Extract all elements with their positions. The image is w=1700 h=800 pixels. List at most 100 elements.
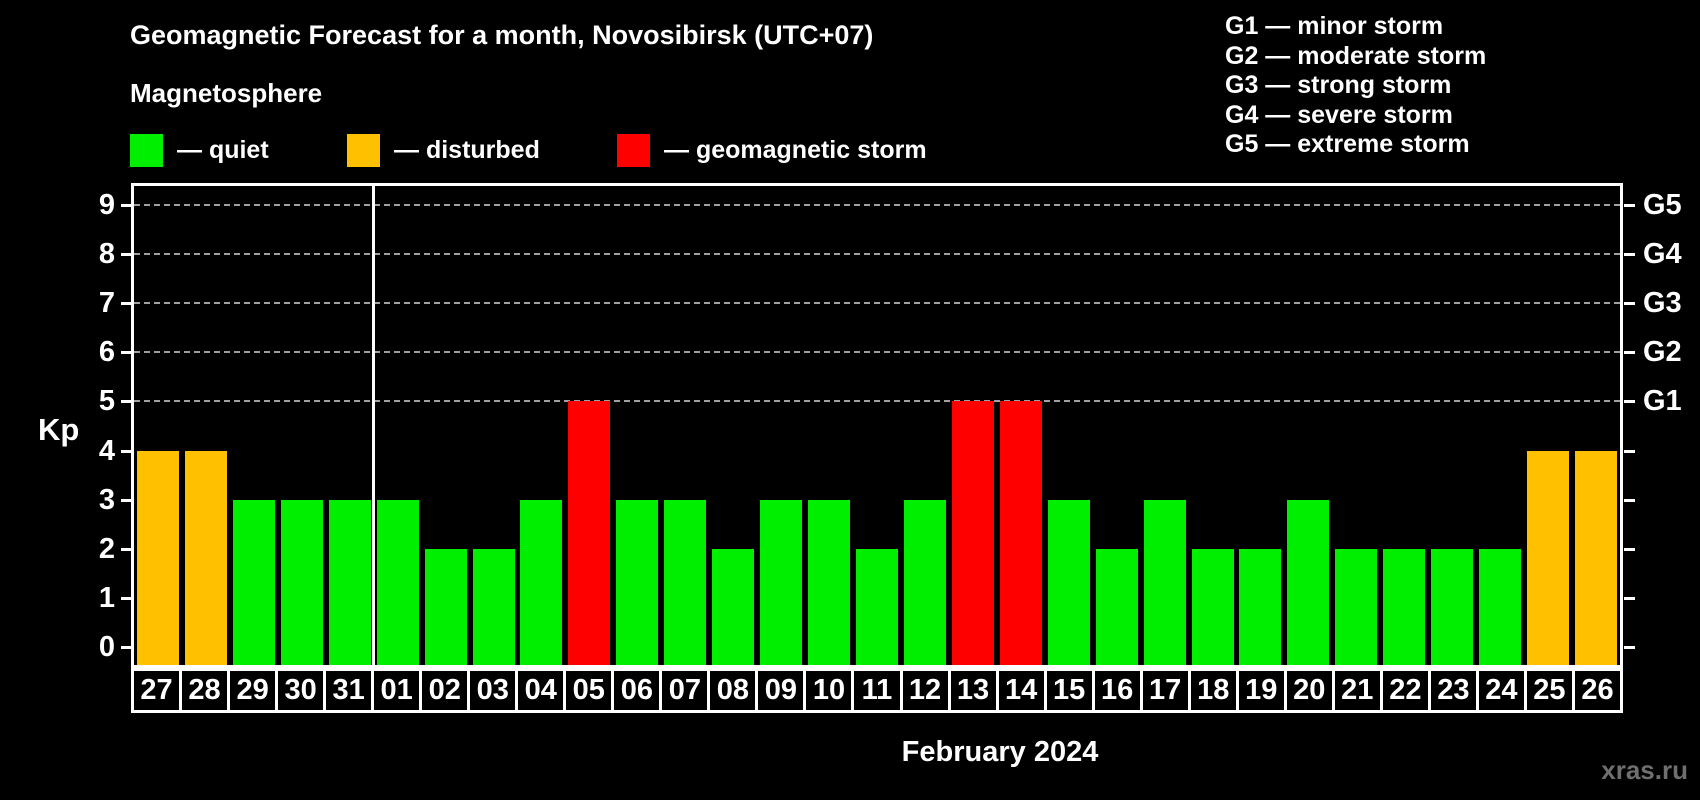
day-cell: 20 [1283,668,1335,713]
g-scale-label: G4 [1643,238,1682,271]
day-cell: 16 [1091,668,1143,713]
gridline-kp9 [134,204,1620,206]
day-cell: 22 [1379,668,1431,713]
day-cell: 28 [179,668,231,713]
y-tick-label: 1 [98,581,115,614]
y-tick-label: 0 [98,631,115,663]
kp-bar-day-21 [1335,548,1378,665]
y-tick-mark [121,646,131,649]
kp-bar-day-19 [1239,548,1282,665]
g-tick-mark [1624,449,1635,453]
storm-swatch [617,134,650,167]
day-cell: 23 [1427,668,1479,713]
legend-item-label: — disturbed [394,136,540,164]
gridline-kp7 [134,302,1620,305]
storm-scale-item: G2 — moderate storm [1225,41,1487,70]
day-cell: 14 [995,668,1047,713]
kp-bar-day-04 [520,499,563,665]
y-tick-mark [121,253,131,257]
g-scale-label: G3 [1643,287,1682,320]
legend-item-storm: — geomagnetic storm [617,134,927,167]
day-cell: 15 [1043,668,1095,713]
y-tick-label: 9 [98,189,115,221]
g-tick-mark [1624,253,1635,257]
y-tick-label: 6 [98,336,115,369]
disturbed-swatch [347,134,380,167]
kp-bar-day-09 [760,499,803,665]
g-scale-label: G5 [1643,189,1682,221]
day-cell: 06 [611,668,663,713]
day-cell: 24 [1475,668,1527,713]
y-tick-mark [121,400,131,404]
kp-bar-day-16 [1095,548,1138,665]
y-tick-mark [121,498,131,502]
kp-bar-day-03 [472,548,515,665]
kp-bar-day-28 [184,450,227,665]
kp-bar-day-29 [232,499,275,665]
g-tick-mark [1624,351,1635,355]
day-cell: 10 [803,668,855,713]
g-tick-mark [1624,400,1635,404]
kp-bar-day-15 [1047,499,1090,665]
storm-scale-legend: G1 — minor storm G2 — moderate storm G3 — … [1225,12,1486,160]
legend-item-label: — geomagnetic storm [664,136,927,164]
kp-bar-day-08 [712,548,755,665]
kp-bar-day-20 [1287,499,1330,665]
kp-bar-day-23 [1431,548,1474,665]
storm-scale-item: G3 — strong storm [1225,71,1452,100]
day-cell: 08 [707,668,759,713]
day-cell: 17 [1139,668,1191,713]
day-cell: 25 [1523,668,1575,713]
day-cell: 31 [323,668,375,713]
g-tick-mark [1624,498,1635,502]
kp-bar-day-05 [568,401,611,665]
chart-subtitle: Magnetosphere [130,78,323,108]
g-tick-mark [1624,646,1635,649]
kp-bar-day-10 [808,499,851,665]
month-boundary-line [372,186,376,665]
y-tick-mark [121,449,131,453]
kp-bar-day-02 [424,548,467,665]
g-scale-label: G2 [1643,336,1682,369]
kp-bar-day-22 [1383,548,1426,665]
day-cell: 26 [1571,668,1623,713]
y-tick-label: 7 [98,287,115,320]
y-tick-label: 8 [98,238,115,271]
day-cell: 03 [467,668,519,713]
day-axis: 27 28 29 30 31 01 02 03 04 05 06 07 08 09 10 11 12 13 14 15… [131,668,1623,713]
kp-bar-day-07 [664,499,707,665]
day-cell: 04 [515,668,567,713]
y-tick-mark [121,204,131,207]
y-tick-mark [121,302,131,306]
storm-scale-item: G4 — severe storm [1225,100,1453,129]
y-tick-mark [121,351,131,355]
chart-title: Geomagnetic Forecast for a month, Novosi… [130,20,874,50]
g-tick-mark [1624,596,1635,600]
kp-bar-day-24 [1479,548,1522,665]
kp-bar-day-01 [376,499,419,665]
gridline-kp6 [134,351,1620,354]
month-label: February 2024 [901,736,1099,768]
kp-axis-title: Kp [38,412,80,447]
kp-bar-day-11 [856,548,898,665]
watermark: xras.ru [1601,755,1688,785]
gridline-kp5 [134,400,1620,403]
g-tick-mark [1624,204,1635,207]
day-cell: 09 [755,668,807,713]
kp-bar-day-26 [1575,450,1618,665]
day-cell: 12 [899,668,951,713]
legend-item-disturbed: — disturbed [347,134,540,167]
kp-bar-day-17 [1143,499,1186,665]
plot-area [131,183,1623,668]
kp-bar-day-30 [280,499,323,665]
day-cell: 29 [227,668,279,713]
quiet-swatch [130,134,163,167]
storm-scale-item: G1 — minor storm [1225,12,1444,40]
day-cell: 05 [563,668,615,713]
day-cell: 21 [1331,668,1383,713]
day-cell: 18 [1187,668,1239,713]
g-tick-mark [1624,302,1635,306]
gridline-kp8 [134,253,1620,256]
kp-bar-day-31 [328,499,371,665]
